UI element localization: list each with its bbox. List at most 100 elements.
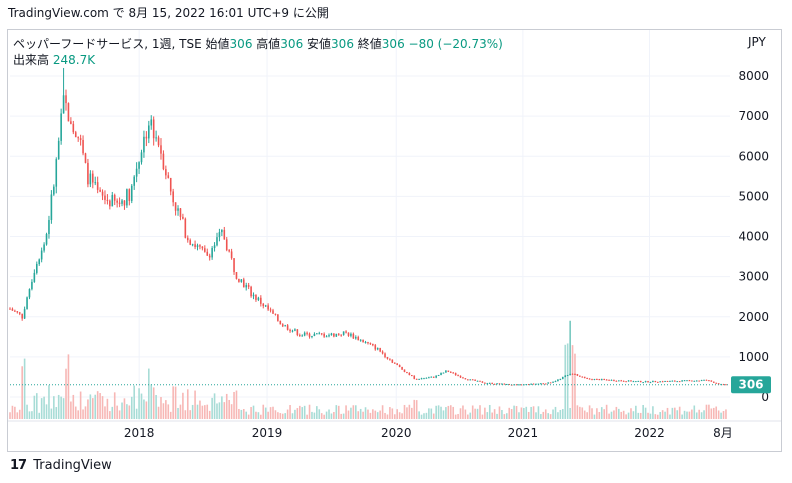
candle bbox=[138, 161, 140, 174]
candle bbox=[60, 108, 62, 145]
volume-bar bbox=[396, 409, 398, 419]
volume-bar bbox=[420, 414, 423, 419]
volume-bar bbox=[106, 398, 109, 419]
candle bbox=[121, 198, 123, 207]
volume-bar bbox=[720, 412, 722, 419]
candle bbox=[26, 296, 28, 310]
volume-bar bbox=[65, 368, 67, 419]
volume-bar bbox=[199, 400, 201, 419]
candle bbox=[469, 379, 472, 381]
volume-bar bbox=[457, 413, 459, 419]
volume-bar bbox=[547, 413, 549, 419]
candle bbox=[172, 188, 174, 207]
candle bbox=[474, 379, 476, 381]
candle bbox=[610, 379, 613, 381]
volume-bar bbox=[549, 414, 552, 419]
candle bbox=[323, 332, 325, 338]
candle bbox=[571, 373, 574, 375]
volume-bar bbox=[135, 408, 138, 419]
volume-bar bbox=[459, 408, 462, 419]
volume-bar bbox=[21, 366, 23, 419]
brand-footer[interactable]: 17 TradingView bbox=[10, 458, 112, 473]
volume-bar bbox=[513, 405, 515, 419]
volume-bar bbox=[467, 414, 469, 419]
candle bbox=[201, 246, 204, 251]
volume-bar bbox=[722, 411, 725, 419]
candle bbox=[544, 383, 547, 385]
candle bbox=[712, 381, 715, 383]
candle bbox=[38, 258, 41, 266]
volume-bar bbox=[79, 391, 82, 419]
candle bbox=[454, 372, 457, 376]
volume-bar bbox=[525, 406, 528, 419]
candle bbox=[252, 292, 255, 300]
candle bbox=[369, 342, 372, 345]
candle bbox=[152, 116, 155, 146]
volume-bar bbox=[515, 406, 518, 419]
candle bbox=[40, 247, 43, 263]
candle bbox=[532, 383, 535, 385]
volume-bar bbox=[182, 392, 184, 419]
volume-bar bbox=[294, 409, 296, 419]
volume-bar bbox=[177, 407, 179, 419]
candle bbox=[437, 374, 440, 376]
volume-bar bbox=[425, 412, 428, 419]
candle bbox=[213, 242, 216, 252]
candle bbox=[269, 307, 272, 313]
volume-bar bbox=[70, 401, 72, 419]
volume-bar bbox=[681, 414, 683, 419]
volume-bar bbox=[94, 394, 97, 419]
volume-bar bbox=[40, 398, 43, 419]
candle bbox=[123, 200, 126, 210]
currency-label: JPY bbox=[748, 35, 766, 49]
candle bbox=[698, 380, 700, 382]
y-tick-label: 2000 bbox=[738, 310, 769, 324]
volume-bar bbox=[630, 408, 632, 419]
candle bbox=[408, 372, 411, 376]
candle bbox=[313, 332, 316, 337]
volume-bar bbox=[298, 405, 301, 419]
volume-bar bbox=[291, 413, 294, 419]
volume-bar bbox=[678, 406, 681, 419]
candle bbox=[33, 269, 36, 283]
x-tick-label: 2019 bbox=[252, 426, 283, 440]
volume-bar bbox=[311, 411, 313, 419]
candle bbox=[415, 378, 418, 380]
volume-bar bbox=[474, 408, 476, 419]
candle bbox=[281, 323, 284, 328]
candle bbox=[542, 383, 545, 385]
volume-bar bbox=[157, 406, 160, 419]
candle bbox=[435, 375, 437, 379]
candle bbox=[705, 379, 708, 381]
candle bbox=[247, 282, 250, 290]
volume-bar bbox=[591, 408, 593, 419]
volume-bar bbox=[510, 409, 513, 419]
candle bbox=[659, 381, 662, 383]
price-axis: 8000 7000 6000 5000 4000 3000 2000 1000 0 bbox=[738, 69, 769, 404]
volume-bar bbox=[228, 399, 230, 419]
candle bbox=[693, 380, 696, 382]
volume-bar bbox=[245, 411, 248, 419]
volume-bar bbox=[23, 358, 26, 419]
candle bbox=[362, 339, 364, 343]
volume-bar bbox=[554, 406, 557, 419]
candle bbox=[116, 198, 118, 208]
volume-bar bbox=[89, 394, 92, 419]
candle bbox=[717, 383, 720, 385]
candle bbox=[162, 150, 165, 171]
volume-bar bbox=[9, 412, 11, 419]
candle bbox=[21, 313, 23, 321]
candle bbox=[225, 237, 228, 252]
candle bbox=[106, 194, 109, 205]
volume-bar bbox=[289, 405, 291, 419]
volume-bar bbox=[712, 407, 715, 419]
candle bbox=[554, 380, 557, 383]
candle bbox=[403, 369, 406, 373]
candle bbox=[491, 382, 493, 385]
volume-bar bbox=[335, 405, 338, 419]
candle bbox=[87, 158, 89, 188]
volume-bar bbox=[138, 388, 140, 419]
last-price-text: 306 bbox=[738, 378, 763, 392]
candle bbox=[240, 279, 243, 283]
